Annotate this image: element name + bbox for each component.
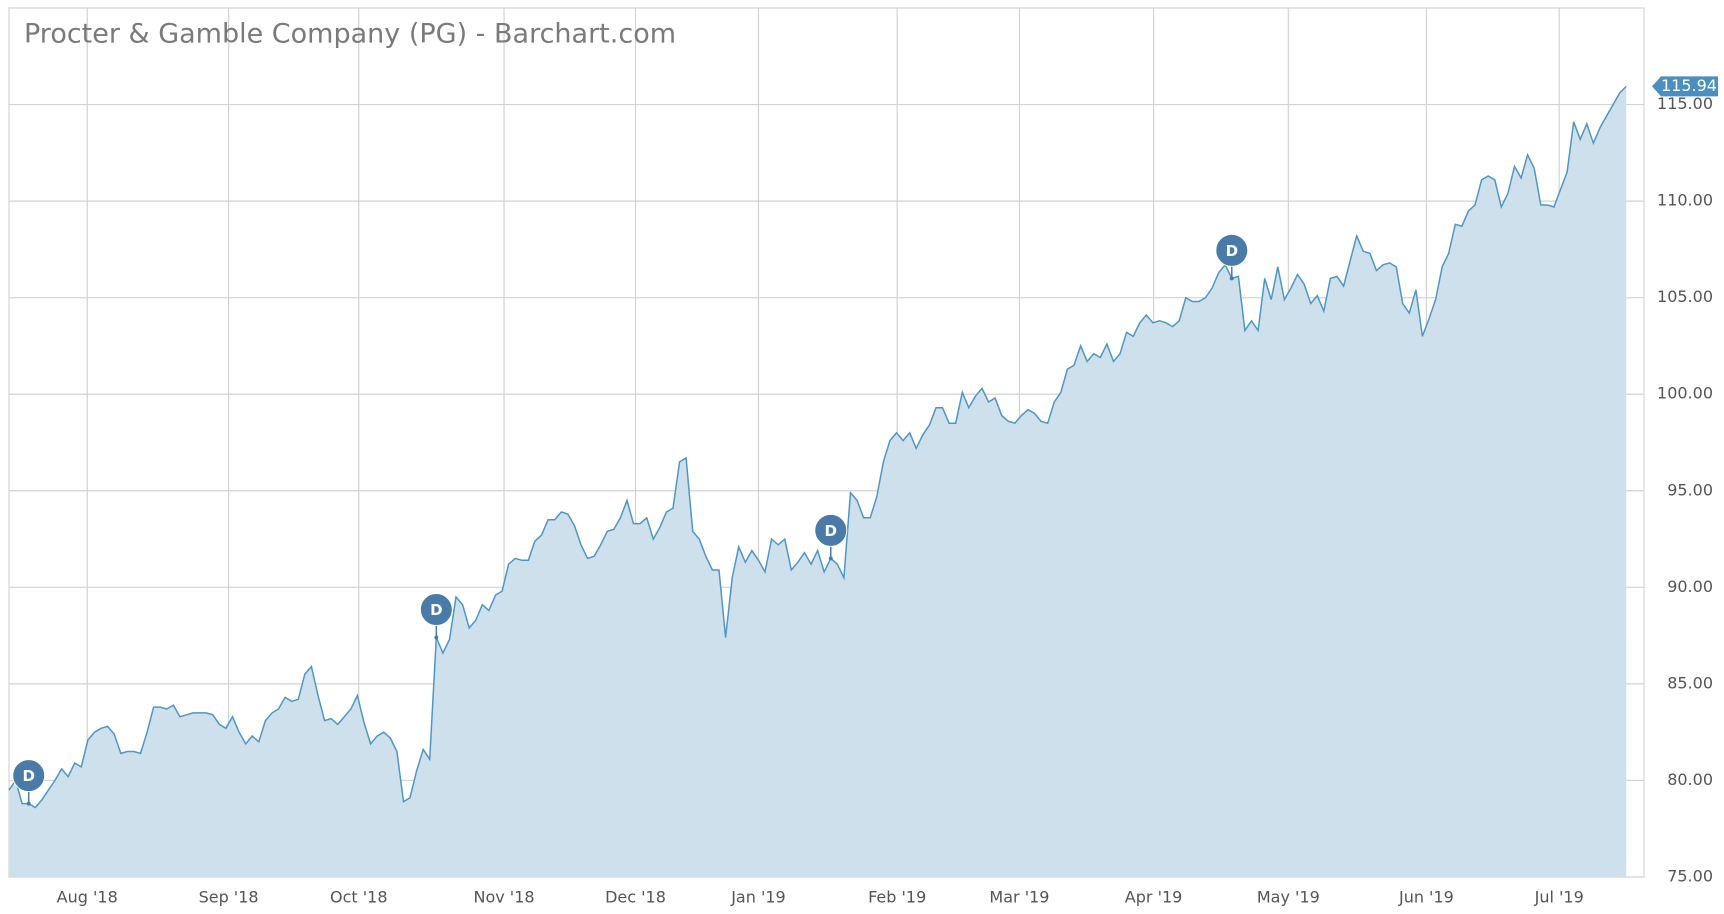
x-tick-label: Mar '19: [989, 888, 1049, 907]
y-tick-label: 115.00: [1657, 94, 1713, 113]
marks: 115.94 D D D D: [8, 76, 1718, 877]
y-tick-label: 75.00: [1667, 867, 1713, 886]
x-tick-label: Oct '18: [330, 888, 388, 907]
x-tick-label: Apr '19: [1125, 888, 1183, 907]
x-tick-label: Aug '18: [57, 888, 118, 907]
event-label: D: [825, 522, 837, 540]
y-tick-label: 110.00: [1657, 191, 1713, 210]
event-marker: [419, 593, 453, 627]
y-tick-label: 80.00: [1667, 770, 1713, 789]
x-tick-label: Feb '19: [868, 888, 926, 907]
event-dot: [828, 556, 833, 561]
x-tick-label: Jul '19: [1534, 888, 1584, 907]
event-dot: [26, 801, 31, 806]
y-tick-label: 105.00: [1657, 287, 1713, 306]
x-tick-label: Dec '18: [605, 888, 666, 907]
event-dot: [434, 635, 439, 640]
x-tick-label: Jun '19: [1398, 888, 1454, 907]
event-marker: [1215, 233, 1249, 267]
event-marker: [12, 759, 46, 793]
event-label: D: [430, 601, 442, 619]
event-label: D: [1226, 242, 1238, 260]
last-price-label: 115.94: [1661, 76, 1717, 95]
price-line: [8, 85, 1627, 809]
y-tick-label: 85.00: [1667, 673, 1713, 692]
y-tick-label: 100.00: [1657, 384, 1713, 403]
chart-title: Procter & Gamble Company (PG) - Barchart…: [24, 19, 676, 50]
x-tick-label: May '19: [1257, 888, 1320, 907]
event-marker: [814, 513, 848, 547]
last-price-badge: [1652, 76, 1718, 97]
y-tick-label: 95.00: [1667, 480, 1713, 499]
event-label: D: [22, 767, 34, 785]
event-dot: [1229, 276, 1234, 281]
y-tick-label: 90.00: [1667, 577, 1713, 596]
x-tick-label: Nov '18: [473, 888, 534, 907]
area: [9, 86, 1627, 877]
x-tick-label: Sep '18: [199, 888, 259, 907]
x-tick-label: Jan '19: [730, 888, 786, 907]
